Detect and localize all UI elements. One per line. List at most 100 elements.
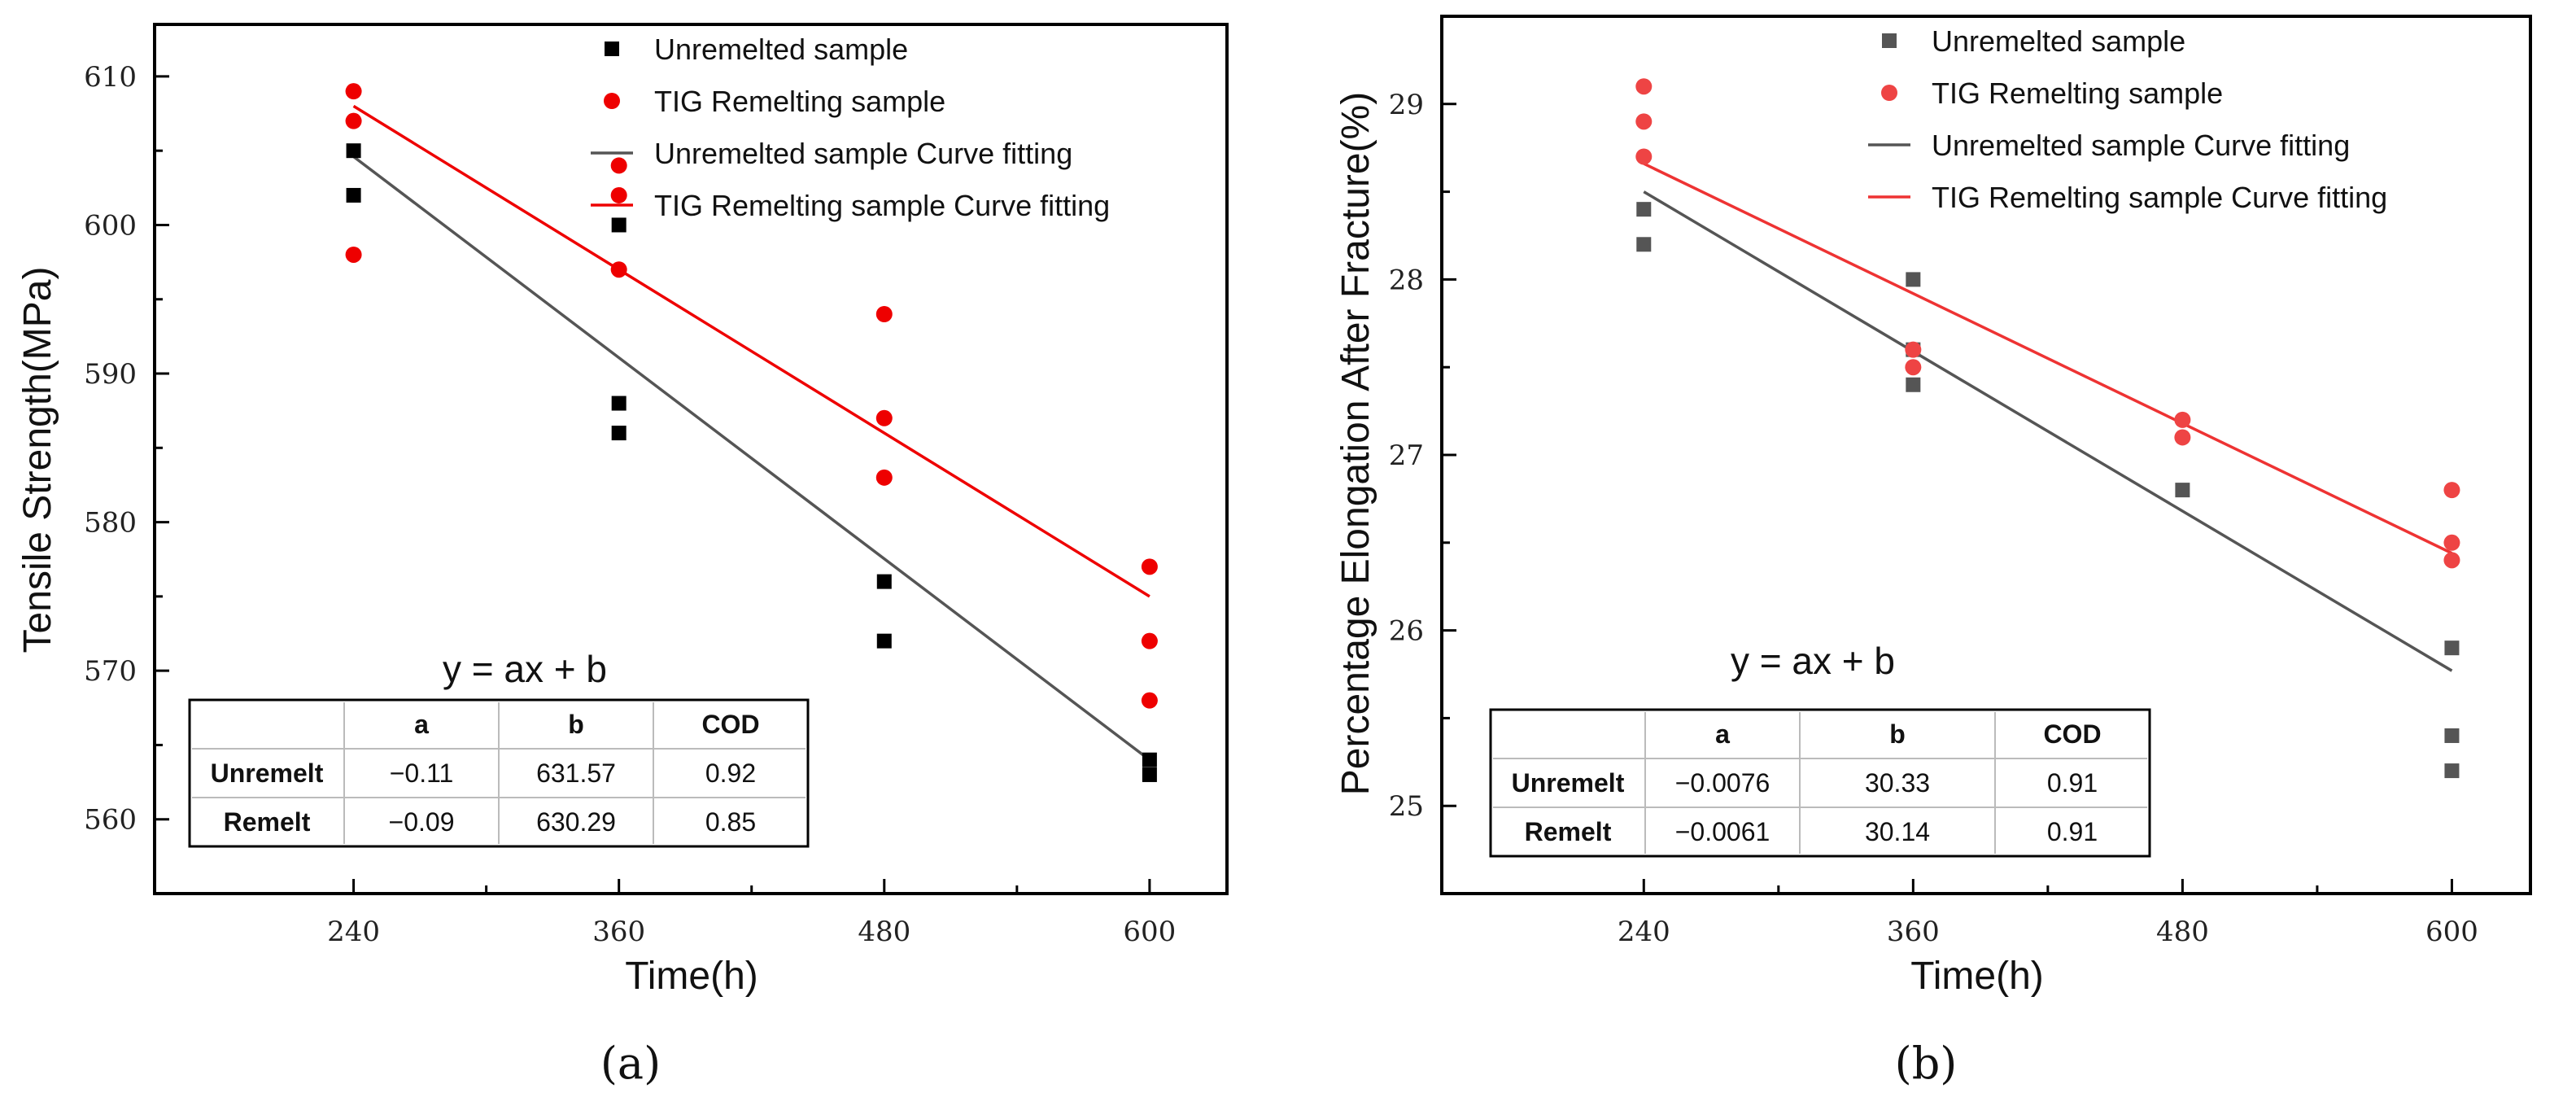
data-point bbox=[1905, 359, 1922, 376]
data-point bbox=[1635, 148, 1653, 165]
x-tick-label: 600 bbox=[1123, 916, 1176, 948]
fit-lines bbox=[1643, 162, 2453, 672]
table-header: a bbox=[414, 710, 429, 739]
chart-panel-b: 240 360 480 600 25 26 27 28 29 Unremelted sample… bbox=[1334, 15, 2532, 1089]
data-point bbox=[1635, 78, 1653, 95]
table-row-label: Remelt bbox=[224, 807, 311, 837]
axes: 240 360 480 600 25 26 27 28 29 bbox=[1389, 15, 2532, 948]
table-cell: 0.92 bbox=[705, 758, 756, 788]
data-point bbox=[611, 217, 627, 233]
plot-frame bbox=[153, 23, 1229, 895]
data-point bbox=[875, 469, 893, 486]
data-point bbox=[345, 246, 362, 263]
data-point bbox=[610, 157, 627, 174]
x-tick-label: 240 bbox=[1618, 916, 1670, 948]
data-point bbox=[611, 426, 627, 441]
data-point bbox=[1142, 752, 1157, 767]
table-cell: −0.0076 bbox=[1675, 768, 1770, 798]
y-axis-title: Tensile Strength(MPa) bbox=[16, 267, 59, 654]
axes: 240 360 480 600 560 570 580 590 600 610 bbox=[84, 23, 1229, 948]
data-point bbox=[2174, 411, 2191, 428]
x-tick-label: 600 bbox=[2425, 916, 2478, 948]
data-points bbox=[345, 83, 1158, 782]
legend: Unremelted sample TIG Remelting sample Unr… bbox=[591, 33, 1110, 222]
x-tick-label: 480 bbox=[2156, 916, 2209, 948]
panel-label: (b) bbox=[1895, 1038, 1958, 1089]
y-tick-label: 25 bbox=[1389, 790, 1424, 823]
x-tick-label: 480 bbox=[858, 916, 910, 948]
legend-label: TIG Remelting sample bbox=[1932, 77, 2223, 110]
legend-label: TIG Remelting sample bbox=[654, 85, 945, 118]
data-point bbox=[1141, 632, 1158, 649]
x-axis-title: Time(h) bbox=[1910, 955, 2044, 998]
legend-marker bbox=[1881, 85, 1897, 101]
data-point bbox=[2443, 552, 2460, 569]
table-header: b bbox=[568, 710, 584, 739]
data-point bbox=[610, 261, 627, 278]
y-tick-label: 600 bbox=[84, 209, 137, 242]
legend: Unremelted sample TIG Remelting sample Unr… bbox=[1868, 24, 2387, 214]
table-header: a bbox=[1715, 719, 1730, 749]
data-point bbox=[345, 83, 362, 100]
table-cell: 0.91 bbox=[2047, 768, 2098, 798]
legend-marker bbox=[605, 42, 619, 56]
table-header: COD bbox=[701, 710, 759, 739]
data-point bbox=[346, 143, 361, 159]
legend-label: Unremelted sample Curve fitting bbox=[1932, 129, 2350, 162]
table-cell: 0.91 bbox=[2047, 817, 2098, 846]
fit-lines bbox=[352, 104, 1150, 762]
data-point bbox=[611, 396, 627, 411]
table-cell: −0.0061 bbox=[1675, 817, 1770, 846]
data-points bbox=[1635, 78, 2460, 779]
x-tick-label: 360 bbox=[1887, 916, 1940, 948]
table-cell: 30.14 bbox=[1865, 817, 1930, 846]
fit-table: a b COD Unremelt −0.0076 30.33 0.91 Remelt −0.00… bbox=[1489, 708, 2151, 858]
data-point bbox=[1635, 113, 1653, 130]
data-point bbox=[2175, 483, 2190, 498]
y-axis-title: Percentage Elongation After Fracture(%) bbox=[1334, 92, 1378, 795]
data-point bbox=[2444, 728, 2460, 743]
fit-line bbox=[352, 104, 1150, 598]
data-point bbox=[875, 409, 893, 426]
x-tick-label: 240 bbox=[327, 916, 380, 948]
data-point bbox=[1636, 202, 1652, 217]
legend-label: TIG Remelting sample Curve fitting bbox=[654, 189, 1110, 222]
data-point bbox=[1636, 237, 1652, 252]
equation: y = ax + b bbox=[1731, 640, 1895, 682]
y-tick-label: 590 bbox=[84, 358, 137, 391]
data-point bbox=[876, 574, 892, 589]
table-cell: 0.85 bbox=[705, 807, 756, 837]
fit-line bbox=[1643, 190, 2453, 672]
legend-marker bbox=[604, 93, 620, 109]
equation: y = ax + b bbox=[443, 648, 607, 690]
y-tick-label: 26 bbox=[1389, 615, 1424, 648]
panel-label: (a) bbox=[600, 1038, 661, 1089]
fit-line bbox=[352, 155, 1150, 762]
table-cell: 631.57 bbox=[536, 758, 616, 788]
data-point bbox=[346, 187, 361, 203]
data-point bbox=[2444, 640, 2460, 656]
data-point bbox=[2443, 482, 2460, 499]
y-tick-label: 610 bbox=[84, 61, 137, 94]
y-tick-label: 560 bbox=[84, 804, 137, 837]
table-row-label: Remelt bbox=[1525, 817, 1612, 846]
chart-panel-a: 240 360 480 600 560 570 580 590 600 610 Unremelte… bbox=[16, 23, 1229, 1089]
legend-marker bbox=[1882, 33, 1897, 48]
y-tick-label: 28 bbox=[1389, 264, 1424, 296]
table-cell: −0.11 bbox=[390, 758, 454, 788]
data-point bbox=[2174, 429, 2191, 446]
table-cell: 30.33 bbox=[1865, 768, 1930, 798]
y-tick-label: 570 bbox=[84, 655, 137, 688]
table-cell: 630.29 bbox=[536, 807, 616, 837]
x-axis-title: Time(h) bbox=[625, 955, 758, 998]
table-header: COD bbox=[2043, 719, 2101, 749]
legend-label: Unremelted sample bbox=[654, 33, 908, 66]
table-frame bbox=[1489, 708, 2151, 858]
fit-table: a b COD Unremelt −0.11 631.57 0.92 Remelt −0.09 6… bbox=[188, 698, 810, 848]
data-point bbox=[1905, 341, 1922, 358]
legend-label: TIG Remelting sample Curve fitting bbox=[1932, 181, 2387, 214]
table-cell: −0.09 bbox=[389, 807, 455, 837]
y-tick-label: 29 bbox=[1389, 89, 1424, 121]
data-point bbox=[2443, 534, 2460, 551]
